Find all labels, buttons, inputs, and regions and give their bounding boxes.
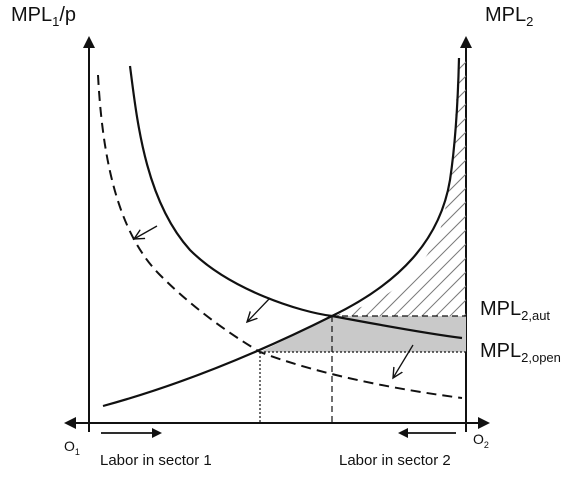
hatch-line: [407, 60, 466, 316]
hatch-line: [332, 60, 437, 316]
hatch-line: [332, 60, 466, 316]
shaded-gain-region: [260, 316, 466, 352]
hatch-line: [332, 60, 466, 316]
labor-sector-1-label: Labor in sector 1: [100, 452, 212, 469]
left-axis-arrow-icon: [83, 36, 95, 48]
shift-arrow-icon: [134, 225, 158, 239]
origin-o2-label: O2: [473, 431, 489, 450]
mpl2-curve: [102, 57, 461, 408]
hatch-line: [393, 60, 466, 316]
hatch-line: [332, 60, 381, 316]
hatch-line: [534, 50, 581, 330]
hatch-line: [576, 50, 581, 330]
hatch-line: [379, 60, 466, 316]
right-axis-arrow-icon: [460, 36, 472, 48]
hatch-line: [520, 50, 581, 330]
shift-arrow-icon: [393, 344, 414, 378]
hatch-line: [421, 60, 466, 316]
mpl1-curve-open: [97, 74, 463, 399]
hatch-line: [492, 50, 581, 330]
hatch-line: [332, 60, 466, 316]
mpl1-curve-autarky: [128, 65, 463, 340]
hatch-line: [463, 60, 466, 316]
labor-sector-2-label: Labor in sector 2: [339, 452, 451, 469]
right-axis-title: MPL2: [485, 4, 534, 29]
hatch-line: [548, 50, 581, 330]
hatch-line: [562, 50, 581, 330]
hatch-line: [332, 60, 409, 316]
mpl2-aut-label: MPL2,aut: [480, 298, 551, 323]
hatch-line: [506, 50, 581, 330]
hatch-line: [449, 60, 466, 316]
axis-arrow-right-icon: [478, 417, 490, 429]
hatch-line: [478, 50, 581, 330]
mpl2-open-label: MPL2,open: [480, 340, 561, 365]
axis-arrow-left-icon: [64, 417, 76, 429]
hatch-line: [337, 60, 466, 316]
left-axis-title: MPL1/p: [11, 4, 77, 29]
shift-arrow-icon: [247, 297, 271, 322]
origin-o1-label: O1: [64, 438, 80, 457]
hatch-line: [365, 60, 466, 316]
